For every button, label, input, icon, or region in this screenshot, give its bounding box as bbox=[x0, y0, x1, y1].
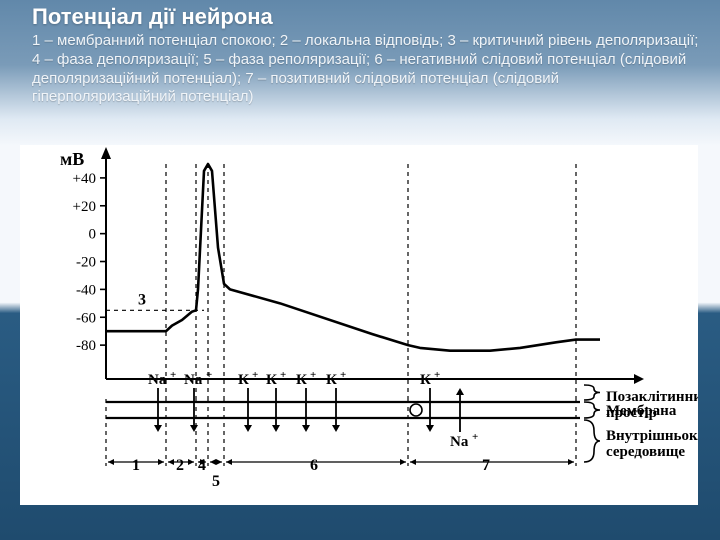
phase-number: 7 bbox=[482, 457, 490, 474]
phase-number: 2 bbox=[176, 457, 184, 474]
x-axis-arrow-icon bbox=[634, 374, 644, 384]
phase-span-arrow-icon bbox=[210, 459, 216, 465]
ion-label: К bbox=[238, 372, 249, 388]
y-tick-label: -20 bbox=[76, 255, 96, 271]
label-intracellular-2: середовище bbox=[606, 444, 685, 460]
phase-range bbox=[408, 383, 576, 399]
phase-range bbox=[224, 383, 408, 399]
y-tick-label: -60 bbox=[76, 310, 96, 326]
phase-span-arrow-icon bbox=[216, 459, 222, 465]
y-tick-label: -80 bbox=[76, 338, 96, 354]
slide: Потенціал дії нейрона 1 – мембранний пот… bbox=[0, 0, 720, 540]
ion-arrow-head-icon bbox=[272, 425, 280, 432]
y-axis-label: мВ bbox=[60, 149, 84, 169]
ion-label: Na bbox=[184, 372, 203, 388]
phase-span-arrow-icon bbox=[226, 459, 232, 465]
y-tick-label: 0 bbox=[89, 227, 97, 243]
y-tick-label: +40 bbox=[73, 171, 96, 187]
action-potential-chart: мВ+40+200-20-40-60-803Позаклітиннийпрост… bbox=[20, 145, 698, 505]
ion-charge: + bbox=[472, 431, 478, 443]
ion-charge: + bbox=[280, 369, 286, 381]
ion-label: Na bbox=[148, 372, 167, 388]
phase-number: 4 bbox=[198, 457, 206, 474]
ion-arrow-head-icon bbox=[244, 425, 252, 432]
ion-charge: + bbox=[340, 369, 346, 381]
ion-label: К bbox=[326, 372, 337, 388]
ion-arrow-head-icon bbox=[154, 425, 162, 432]
phase-number: 1 bbox=[132, 457, 140, 474]
page-title: Потенціал дії нейрона bbox=[32, 4, 704, 30]
potential-trace bbox=[106, 164, 600, 351]
ion-arrow-head-icon bbox=[190, 425, 198, 432]
ion-charge: + bbox=[170, 369, 176, 381]
ion-label: К bbox=[296, 372, 307, 388]
legend-text: 1 – мембранний потенціал спокою; 2 – лок… bbox=[32, 32, 704, 107]
critical-level-label: 3 bbox=[138, 291, 146, 308]
y-tick-label: -40 bbox=[76, 282, 96, 298]
phase-range bbox=[208, 383, 224, 399]
ion-charge: + bbox=[206, 369, 212, 381]
ion-arrow-head-icon bbox=[456, 388, 464, 395]
label-intracellular: Внутрішньоклітинне bbox=[606, 428, 698, 444]
ion-arrow-head-icon bbox=[332, 425, 340, 432]
phase-span-arrow-icon bbox=[188, 459, 194, 465]
brace-icon bbox=[584, 402, 600, 418]
y-axis-arrow-icon bbox=[101, 147, 111, 159]
phase-span-arrow-icon bbox=[168, 459, 174, 465]
phase-span-arrow-icon bbox=[410, 459, 416, 465]
ion-label: К bbox=[266, 372, 277, 388]
ion-label: К bbox=[420, 372, 431, 388]
ion-charge: + bbox=[310, 369, 316, 381]
ion-charge: + bbox=[434, 369, 440, 381]
brace-icon bbox=[584, 385, 600, 400]
phase-number: 5 bbox=[212, 473, 220, 490]
phase-span-arrow-icon bbox=[568, 459, 574, 465]
ion-arrow-head-icon bbox=[426, 425, 434, 432]
ion-charge: + bbox=[252, 369, 258, 381]
phase-span-arrow-icon bbox=[400, 459, 406, 465]
phase-span-arrow-icon bbox=[108, 459, 114, 465]
phase-span-arrow-icon bbox=[158, 459, 164, 465]
phase-number: 6 bbox=[310, 457, 318, 474]
label-membrane: Мембрана bbox=[606, 403, 677, 419]
header: Потенціал дії нейрона 1 – мембранний пот… bbox=[32, 4, 704, 107]
ion-label: Na bbox=[450, 434, 469, 450]
chart-container: мВ+40+200-20-40-60-803Позаклітиннийпрост… bbox=[20, 145, 698, 505]
brace-icon bbox=[584, 420, 600, 462]
ion-arrow-head-icon bbox=[302, 425, 310, 432]
pump-circle-icon bbox=[410, 404, 422, 416]
y-tick-label: +20 bbox=[73, 199, 96, 215]
